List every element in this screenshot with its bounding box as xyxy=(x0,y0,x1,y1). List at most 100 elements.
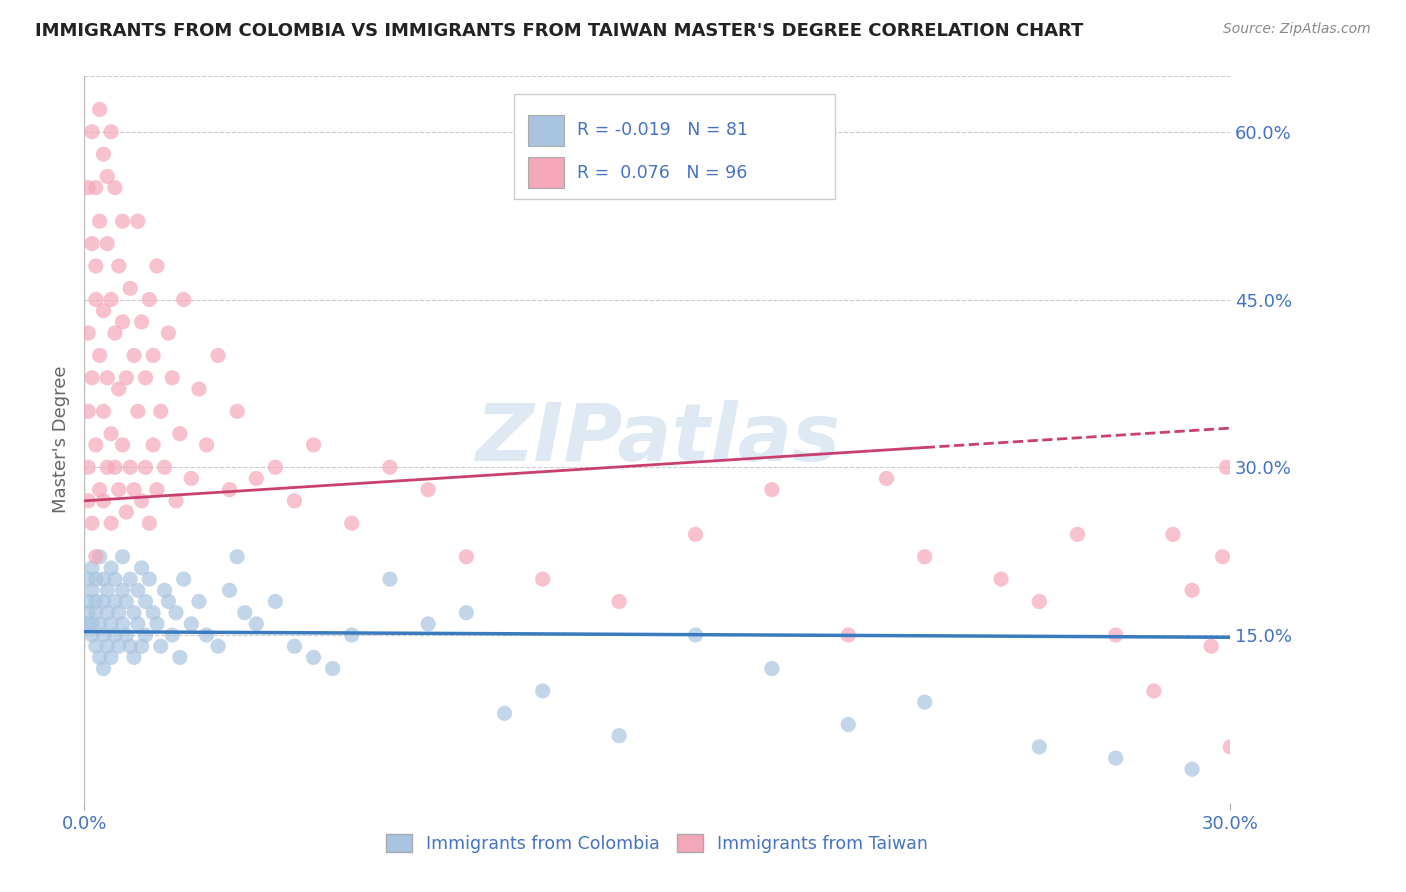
Point xyxy=(418,483,440,497)
Text: Source: ZipAtlas.com: Source: ZipAtlas.com xyxy=(1223,22,1371,37)
Point xyxy=(93,628,115,642)
Point xyxy=(245,616,267,631)
Point xyxy=(149,404,172,418)
Point xyxy=(456,549,478,564)
Point xyxy=(283,493,305,508)
Point xyxy=(93,572,115,586)
Point xyxy=(77,606,100,620)
Point xyxy=(134,594,156,608)
Point xyxy=(96,371,118,385)
Point xyxy=(120,281,142,295)
Point xyxy=(165,606,187,620)
Point xyxy=(84,606,107,620)
Point xyxy=(122,483,145,497)
Point xyxy=(283,639,305,653)
Point xyxy=(80,125,103,139)
Point xyxy=(138,293,160,307)
Point xyxy=(1181,762,1204,776)
Point xyxy=(89,650,111,665)
Point xyxy=(761,662,783,676)
Point xyxy=(107,259,129,273)
Point xyxy=(100,616,122,631)
Point xyxy=(531,684,554,698)
Point xyxy=(160,628,183,642)
Point xyxy=(96,460,118,475)
Point xyxy=(134,460,156,475)
Point xyxy=(1105,751,1128,765)
Point xyxy=(226,404,249,418)
Point xyxy=(77,572,100,586)
Point xyxy=(93,404,115,418)
Text: IMMIGRANTS FROM COLOMBIA VS IMMIGRANTS FROM TAIWAN MASTER'S DEGREE CORRELATION C: IMMIGRANTS FROM COLOMBIA VS IMMIGRANTS F… xyxy=(35,22,1084,40)
Point xyxy=(494,706,516,721)
Point xyxy=(93,493,115,508)
Point xyxy=(107,606,129,620)
Point xyxy=(142,606,165,620)
Point xyxy=(207,639,229,653)
Point xyxy=(107,382,129,396)
Point xyxy=(188,594,211,608)
Point xyxy=(120,572,142,586)
Point xyxy=(131,561,153,575)
Text: R = -0.019   N = 81: R = -0.019 N = 81 xyxy=(576,121,748,139)
Point xyxy=(89,214,111,228)
Point xyxy=(1219,739,1241,754)
Point xyxy=(96,169,118,184)
Point xyxy=(89,616,111,631)
Point xyxy=(100,561,122,575)
Legend: Immigrants from Colombia, Immigrants from Taiwan: Immigrants from Colombia, Immigrants fro… xyxy=(380,827,935,860)
Point xyxy=(84,549,107,564)
Point xyxy=(77,404,100,418)
Point xyxy=(146,259,169,273)
Point xyxy=(84,594,107,608)
Point xyxy=(149,639,172,653)
Point xyxy=(80,236,103,251)
Point xyxy=(340,516,363,531)
Point xyxy=(104,460,127,475)
Point xyxy=(77,180,100,194)
Point xyxy=(104,572,127,586)
Point xyxy=(80,616,103,631)
Point xyxy=(1161,527,1184,541)
Point xyxy=(875,471,898,485)
Point xyxy=(89,549,111,564)
Point xyxy=(1181,583,1204,598)
Point xyxy=(84,180,107,194)
Point xyxy=(146,616,169,631)
Point xyxy=(173,293,195,307)
Point xyxy=(80,371,103,385)
Point xyxy=(173,572,195,586)
Point xyxy=(188,382,211,396)
Point xyxy=(122,348,145,362)
Point xyxy=(165,493,187,508)
Point xyxy=(990,572,1012,586)
Point xyxy=(456,606,478,620)
Point xyxy=(685,628,707,642)
Point xyxy=(100,650,122,665)
Point xyxy=(302,650,325,665)
Point xyxy=(80,628,103,642)
Point xyxy=(1028,594,1050,608)
Point xyxy=(134,371,156,385)
Point xyxy=(93,594,115,608)
Point xyxy=(207,348,229,362)
Point xyxy=(914,695,936,709)
Point xyxy=(418,616,440,631)
Point xyxy=(111,214,134,228)
Point xyxy=(77,460,100,475)
Point xyxy=(80,561,103,575)
Point xyxy=(1143,684,1166,698)
Point xyxy=(180,471,202,485)
Point xyxy=(264,460,287,475)
Point xyxy=(142,438,165,452)
Point xyxy=(96,606,118,620)
Point xyxy=(115,594,138,608)
Text: R =  0.076   N = 96: R = 0.076 N = 96 xyxy=(576,163,748,181)
Point xyxy=(127,214,149,228)
Point xyxy=(1028,739,1050,754)
Point xyxy=(89,348,111,362)
Point xyxy=(157,594,180,608)
Point xyxy=(378,460,401,475)
Point xyxy=(115,628,138,642)
Bar xyxy=(527,115,564,145)
